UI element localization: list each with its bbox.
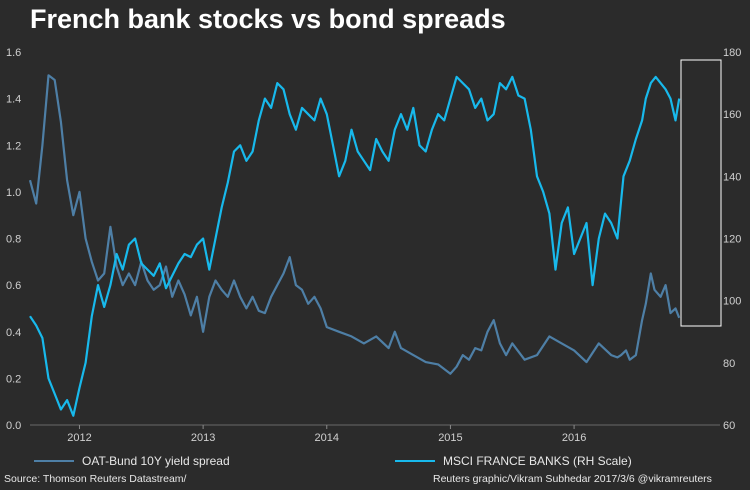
series-line-banks — [29, 75, 681, 417]
x-tick-label: 2013 — [191, 432, 215, 444]
left-tick-label: 0.4 — [6, 327, 21, 339]
right-axis: 60 80 100 120 140 160 180 — [723, 47, 741, 432]
left-tick-label: 0.8 — [6, 234, 21, 246]
right-tick-label: 140 — [723, 171, 741, 183]
legend-item-spread: OAT-Bund 10Y yield spread — [34, 454, 230, 468]
source-note: Source: Thomson Reuters Datastream/ — [4, 473, 187, 485]
left-tick-label: 1.2 — [6, 140, 21, 152]
x-tick-label: 2016 — [562, 432, 586, 444]
x-tick-label: 2012 — [67, 432, 91, 444]
left-axis: 0.0 0.2 0.4 0.6 0.8 1.0 1.2 1.4 1.6 — [6, 47, 21, 432]
right-tick-label: 180 — [723, 47, 741, 59]
legend-label-spread: OAT-Bund 10Y yield spread — [82, 454, 230, 468]
right-tick-label: 120 — [723, 234, 741, 246]
x-tick-label: 2014 — [315, 432, 339, 444]
left-tick-label: 0.6 — [6, 280, 21, 292]
series-line-spread — [28, 74, 681, 375]
series-group — [28, 74, 681, 417]
right-tick-label: 160 — [723, 109, 741, 121]
highlight-box — [680, 59, 722, 327]
left-tick-label: 1.6 — [6, 47, 21, 59]
right-tick-label: 100 — [723, 296, 741, 308]
legend-label-banks: MSCI FRANCE BANKS (RH Scale) — [443, 454, 632, 468]
legend-swatch-spread — [34, 460, 74, 462]
right-tick-label: 60 — [723, 420, 735, 432]
credit-note: Reuters graphic/Vikram Subhedar 2017/3/6… — [433, 473, 712, 485]
legend-swatch-banks — [395, 460, 435, 462]
right-tick-label: 80 — [723, 358, 735, 370]
x-axis: 2012 2013 2014 2015 2016 — [67, 425, 586, 444]
left-tick-label: 0.2 — [6, 373, 21, 385]
left-tick-label: 1.4 — [6, 94, 21, 106]
left-tick-label: 0.0 — [6, 420, 21, 432]
chart-title: French bank stocks vs bond spreads — [30, 4, 506, 34]
left-tick-label: 1.0 — [6, 187, 21, 199]
x-tick-label: 2015 — [438, 432, 462, 444]
legend-item-banks: MSCI FRANCE BANKS (RH Scale) — [395, 454, 632, 468]
